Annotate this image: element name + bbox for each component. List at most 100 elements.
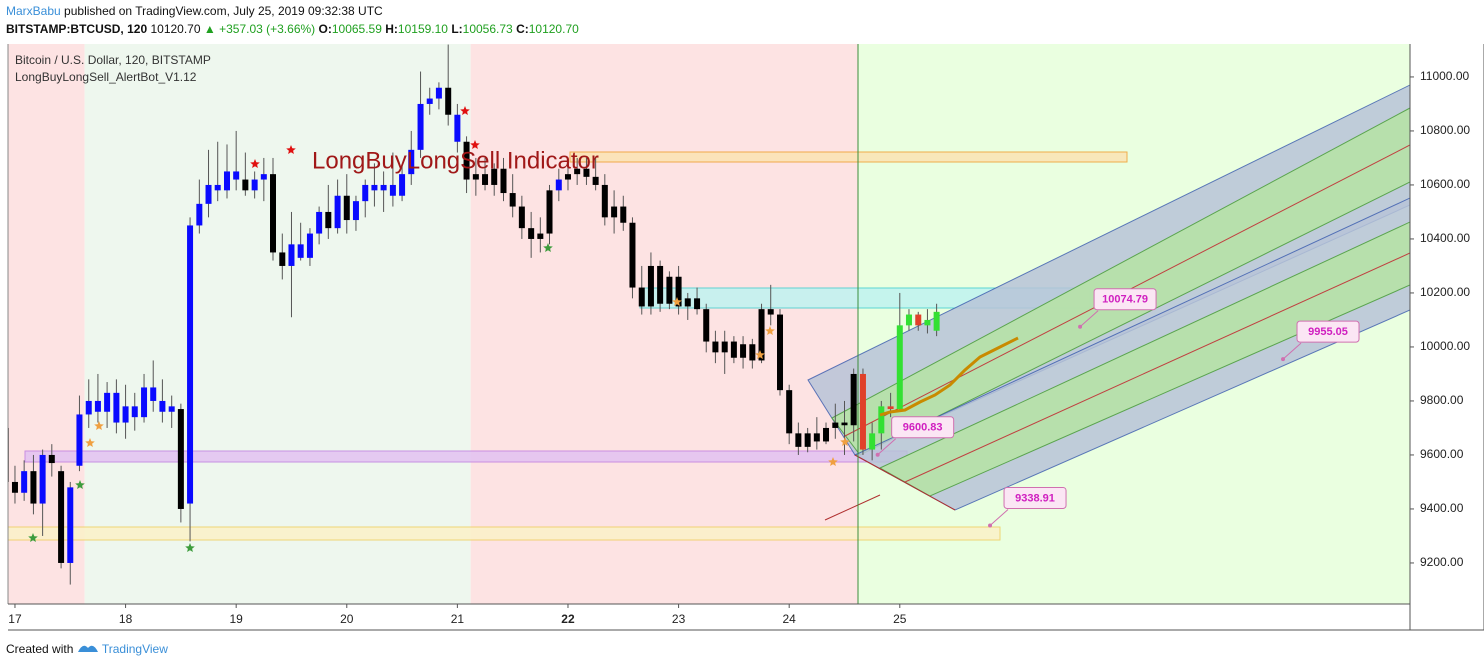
user[interactable]: MarxBabu xyxy=(6,4,61,18)
candle-body xyxy=(786,390,793,434)
candle-body xyxy=(325,211,332,229)
candle-body xyxy=(141,387,148,418)
candle-body xyxy=(564,174,571,180)
candle-body xyxy=(445,87,452,115)
signal-star xyxy=(460,106,470,115)
candle-body xyxy=(666,276,673,304)
drawings xyxy=(8,44,1410,604)
chart: 10074.79 9955.05 9600.83 9338.91 Bitcoin / … xyxy=(7,44,1484,631)
candle-body xyxy=(555,179,562,191)
candle-body xyxy=(223,171,230,191)
candle-body xyxy=(389,184,396,196)
candle-body xyxy=(58,471,65,563)
candle-body xyxy=(205,184,212,204)
symbol: BITSTAMP:BTCUSD, 120 xyxy=(6,22,148,36)
candle-body xyxy=(509,193,516,207)
demand-zone xyxy=(8,526,1001,541)
price-label-anchor xyxy=(1078,324,1083,329)
indicator-name: LongBuyLongSell_AlertBot_V1.12 xyxy=(15,70,197,84)
candle-body xyxy=(288,244,295,266)
publish-line: MarxBabu published on TradingView.com, J… xyxy=(6,4,383,18)
y-tick-label: 10600.00 xyxy=(1420,177,1470,191)
candle-body xyxy=(620,206,627,223)
candle-body xyxy=(924,319,931,326)
change: ▲ +357.03 (+3.66%) xyxy=(203,22,316,36)
candle-body xyxy=(39,454,46,504)
signal-star xyxy=(840,437,850,446)
signal-star xyxy=(828,457,838,466)
symbol-line: BITSTAMP:BTCUSD, 120 10120.70 ▲ +357.03 … xyxy=(6,22,579,36)
candle-body xyxy=(813,433,820,442)
published: published on TradingView.com, July 25, 2… xyxy=(64,4,383,18)
signal-star xyxy=(250,159,260,168)
candle-body xyxy=(177,409,184,509)
candle-body xyxy=(426,98,433,104)
x-tick-label: 20 xyxy=(340,612,354,626)
candle-body xyxy=(454,114,461,142)
y-tick-label: 9200.00 xyxy=(1420,555,1464,569)
last: 10120.70 xyxy=(150,22,201,36)
h-value: 10159.10 xyxy=(397,22,448,36)
candle-body xyxy=(30,471,37,504)
candle-body xyxy=(721,341,728,353)
price-label: 9955.05 xyxy=(1308,326,1348,338)
price-label-anchor xyxy=(875,452,880,457)
candle-body xyxy=(601,184,608,218)
candle-body xyxy=(730,341,737,358)
candle-body xyxy=(94,400,101,412)
candle-body xyxy=(675,276,682,307)
x-tick-label: 19 xyxy=(229,612,243,626)
y-tick-label: 10200.00 xyxy=(1420,285,1470,299)
o-value: 10065.59 xyxy=(331,22,382,36)
support-zone xyxy=(24,450,908,463)
candle-body xyxy=(850,373,857,426)
annotation: LongBuyLongSell Indicator xyxy=(312,147,599,174)
candle-body xyxy=(196,203,203,226)
candle-body xyxy=(537,233,544,239)
candle-body xyxy=(214,184,221,191)
candle-body xyxy=(795,433,802,447)
brand[interactable]: TradingView xyxy=(101,642,168,656)
candle-body xyxy=(482,174,489,185)
x-tick-label: 24 xyxy=(783,612,797,626)
signal-star xyxy=(755,350,765,359)
candle-body xyxy=(758,309,765,361)
signal-star xyxy=(28,533,38,542)
candle-body xyxy=(546,190,553,234)
y-tick-label: 9600.00 xyxy=(1420,447,1464,461)
candle-body xyxy=(841,422,848,426)
c-value: 10120.70 xyxy=(528,22,579,36)
x-tick-label: 25 xyxy=(893,612,907,626)
price-label: 9338.91 xyxy=(1015,492,1055,504)
c-label: C: xyxy=(516,22,529,36)
candle-body xyxy=(260,174,267,180)
signal-star xyxy=(765,326,775,335)
price-label-anchor xyxy=(988,523,993,528)
session-background xyxy=(470,44,858,604)
candle-body xyxy=(703,309,710,342)
price-label-pointer xyxy=(1282,342,1302,360)
candle-body xyxy=(647,265,654,307)
candle-body xyxy=(518,206,525,229)
x-tick-label: 23 xyxy=(672,612,686,626)
x-tick-label: 17 xyxy=(8,612,22,626)
candle-body xyxy=(122,406,129,423)
price-label-box xyxy=(891,416,955,439)
candle-body xyxy=(150,387,157,401)
candle-body xyxy=(657,265,664,304)
y-tick-label: 10800.00 xyxy=(1420,123,1470,137)
price-label-box xyxy=(1093,288,1157,311)
candle-body xyxy=(832,422,839,428)
candle-body xyxy=(297,244,304,258)
created-with: Created with xyxy=(6,642,74,656)
fan-line xyxy=(824,494,881,521)
candle-body xyxy=(380,184,387,191)
candle-body xyxy=(435,87,442,99)
candle-body xyxy=(933,311,940,331)
candle-body xyxy=(371,184,378,191)
candle-body xyxy=(251,179,258,191)
candle-body xyxy=(343,195,350,221)
price-label: 10074.79 xyxy=(1102,294,1148,306)
y-tick-label: 10000.00 xyxy=(1420,339,1470,353)
candle-body xyxy=(131,406,138,418)
